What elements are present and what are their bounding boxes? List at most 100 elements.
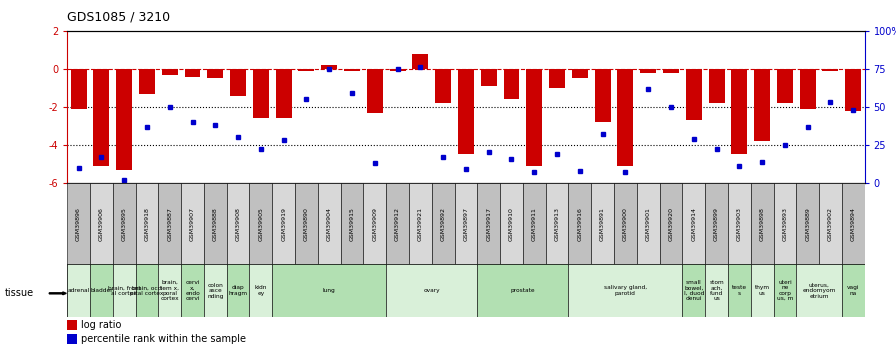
Text: GSM39906: GSM39906 [99,207,104,241]
Text: bladder: bladder [90,288,113,293]
Text: GSM39904: GSM39904 [327,207,332,241]
Bar [162,69,177,75]
Bar [249,183,272,266]
Bar [340,183,364,266]
Text: GSM39915: GSM39915 [349,207,355,241]
Text: GSM39889: GSM39889 [806,207,810,241]
Bar [135,183,159,266]
Bar [683,264,705,317]
Text: GSM39897: GSM39897 [463,207,469,241]
Bar [478,264,568,317]
Text: log ratio: log ratio [81,320,121,330]
Bar [113,183,135,266]
Text: GSM39921: GSM39921 [418,207,423,241]
Bar [842,183,865,266]
Bar [709,69,725,103]
Bar [454,183,478,266]
Bar [276,69,291,118]
Bar [298,69,314,71]
Text: uteri
ne
corp
us, m: uteri ne corp us, m [777,280,793,301]
Bar [797,264,842,317]
Bar [685,69,702,120]
Bar [549,69,565,88]
Bar [230,69,246,96]
Text: percentile rank within the sample: percentile rank within the sample [81,334,246,344]
Bar [322,65,337,69]
Bar [318,183,340,266]
Text: GSM39900: GSM39900 [623,207,628,241]
Text: GSM39895: GSM39895 [122,207,126,241]
Bar [204,183,227,266]
Bar [204,264,227,317]
Text: kidn
ey: kidn ey [254,285,267,296]
Bar [458,69,474,155]
Bar [116,69,132,169]
Text: GSM39913: GSM39913 [555,207,560,241]
Text: uterus,
endomyom
etrium: uterus, endomyom etrium [803,283,836,298]
Bar [728,183,751,266]
Text: stom
ach,
fund
us: stom ach, fund us [709,280,724,301]
Text: brain, front
al cortex: brain, front al cortex [108,285,141,296]
Bar [568,264,683,317]
Bar [253,69,269,118]
Text: brain,
tem x,
poral
cortex: brain, tem x, poral cortex [160,280,179,301]
Bar [432,183,454,266]
Bar [409,183,432,266]
Bar [227,264,249,317]
Bar [412,54,428,69]
Bar [595,69,610,122]
Text: vagi
na: vagi na [847,285,859,296]
Text: GSM39905: GSM39905 [258,207,263,241]
Bar [435,69,451,103]
Text: colon
asce
nding: colon asce nding [207,283,223,298]
Bar [113,264,135,317]
Text: GSM39892: GSM39892 [441,207,445,241]
Text: GSM39901: GSM39901 [646,207,650,241]
Bar [481,69,496,86]
Bar [386,264,478,317]
Text: GSM39896: GSM39896 [76,207,82,241]
Bar [526,69,542,166]
Bar [842,264,865,317]
Bar [546,183,568,266]
Bar [185,69,201,77]
Bar [683,183,705,266]
Text: GSM39918: GSM39918 [144,207,150,241]
Bar [572,69,588,79]
Text: GSM39908: GSM39908 [236,207,241,241]
Bar [71,69,87,109]
Bar [159,183,181,266]
Text: GSM39893: GSM39893 [782,207,788,241]
Bar [751,264,773,317]
Text: GSM39916: GSM39916 [577,207,582,241]
Bar [272,183,295,266]
Bar [845,69,861,111]
Text: adrenal: adrenal [67,288,90,293]
Bar [773,264,797,317]
Bar [93,69,109,166]
Text: GSM39902: GSM39902 [828,207,833,241]
Bar [754,69,770,141]
Bar [249,264,272,317]
Text: GSM39898: GSM39898 [760,207,764,241]
Text: cervi
x,
endo
cervi: cervi x, endo cervi [185,280,200,301]
Text: tissue: tissue [4,288,34,298]
Bar [777,69,793,103]
Bar [731,69,747,155]
Text: GSM39888: GSM39888 [212,207,218,241]
Bar [67,320,77,330]
Bar [568,183,591,266]
Text: lung: lung [323,288,336,293]
Bar [344,69,360,71]
Bar [295,183,318,266]
Text: GSM39917: GSM39917 [487,207,491,241]
Bar [591,183,614,266]
Bar [641,69,656,73]
Bar [617,69,633,166]
Text: GSM39912: GSM39912 [395,207,401,241]
Bar [751,183,773,266]
Bar [90,183,113,266]
Bar [637,183,659,266]
Text: diap
hragm: diap hragm [228,285,247,296]
Text: GSM39907: GSM39907 [190,207,195,241]
